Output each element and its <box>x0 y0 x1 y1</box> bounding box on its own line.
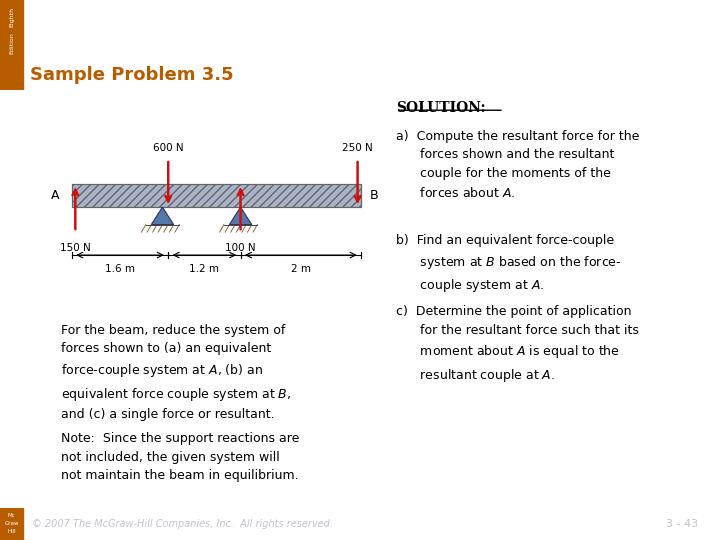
Polygon shape <box>151 207 174 225</box>
Text: B: B <box>369 189 378 202</box>
Text: ⌂: ⌂ <box>9 269 14 279</box>
Text: 1.6 m: 1.6 m <box>105 264 135 274</box>
Text: ▷: ▷ <box>8 348 15 358</box>
Text: ▶: ▶ <box>8 373 15 383</box>
Bar <box>72 184 361 207</box>
Text: 2 m: 2 m <box>291 264 311 274</box>
Text: ◁: ◁ <box>8 323 15 333</box>
Text: © 2007 The McGraw-Hill Companies, Inc.  All rights reserved.: © 2007 The McGraw-Hill Companies, Inc. A… <box>32 519 333 529</box>
Text: ◀: ◀ <box>8 298 15 308</box>
Text: Hill: Hill <box>7 529 16 535</box>
Text: 150 N: 150 N <box>60 242 91 253</box>
Text: Eighth: Eighth <box>9 6 14 27</box>
Text: A: A <box>51 189 59 202</box>
Text: a)  Compute the resultant force for the
      forces shown and the resultant
   : a) Compute the resultant force for the f… <box>396 130 639 200</box>
Text: 250 N: 250 N <box>342 143 373 153</box>
Text: Note:  Since the support reactions are
not included, the given system will
not m: Note: Since the support reactions are no… <box>61 433 300 482</box>
Bar <box>0 508 23 540</box>
Text: 1.2 m: 1.2 m <box>189 264 220 274</box>
Polygon shape <box>230 207 252 225</box>
Text: Edition: Edition <box>9 32 14 54</box>
Text: Graw: Graw <box>4 521 19 526</box>
Bar <box>0 60 23 90</box>
Text: c)  Determine the point of application
      for the resultant force such that i: c) Determine the point of application fo… <box>396 305 639 384</box>
Text: Mc: Mc <box>8 513 15 518</box>
Text: 600 N: 600 N <box>153 143 184 153</box>
Text: 3 - 43: 3 - 43 <box>666 519 698 529</box>
Text: Vector Mechanics for Engineers: Statics: Vector Mechanics for Engineers: Statics <box>30 17 622 43</box>
Bar <box>72 184 361 207</box>
Text: 100 N: 100 N <box>225 242 256 253</box>
Text: b)  Find an equivalent force-couple
      system at $B$ based on the force-
    : b) Find an equivalent force-couple syste… <box>396 234 621 294</box>
Bar <box>0 0 23 60</box>
Text: SOLUTION:: SOLUTION: <box>396 100 485 114</box>
Text: For the beam, reduce the system of
forces shown to (a) an equivalent
force-coupl: For the beam, reduce the system of force… <box>61 324 292 421</box>
Text: Sample Problem 3.5: Sample Problem 3.5 <box>30 66 234 84</box>
